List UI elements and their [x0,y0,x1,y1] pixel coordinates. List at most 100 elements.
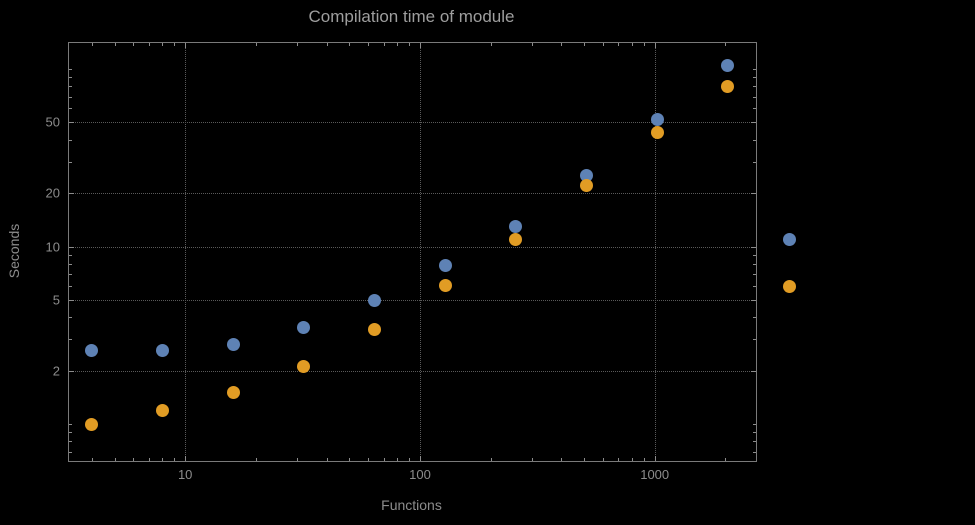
tick-mark [69,339,72,341]
tick-mark [753,108,756,110]
tick-mark [753,69,756,70]
data-point-series-2-orange [509,232,523,246]
tick-mark [69,451,72,453]
tick-mark [753,254,756,256]
data-point-series-2-orange [226,386,240,400]
tick-mark [753,432,756,434]
data-point-series-2-orange [155,403,169,417]
data-point-series-1-blue [297,321,311,334]
data-points [69,43,756,461]
tick-mark [174,458,176,461]
tick-mark [751,370,756,372]
tick-mark [367,43,369,46]
tick-mark [133,458,135,461]
tick-mark [654,43,656,48]
gridline-x-1000 [654,43,656,461]
data-point-series-1-blue [580,169,593,183]
tick-mark [602,43,604,46]
gridline-y-10 [69,246,756,248]
tick-mark [162,458,164,461]
tick-mark [349,43,351,46]
data-point-series-1-blue [155,343,169,357]
tick-mark [644,458,645,461]
tick-mark [618,43,620,46]
tick-mark [69,108,72,110]
x-tick-label: 100 [409,467,431,482]
y-tick-label: 50 [45,114,60,130]
tick-mark [532,458,533,461]
tick-mark [490,458,492,461]
x-gridlines [69,43,756,461]
legend-marker-series-2 [783,280,796,293]
tick-mark [751,300,756,301]
data-point-series-2-orange [438,279,452,293]
y-tick-label: 20 [45,185,60,201]
data-point-series-2-orange [367,323,381,337]
tick-mark [297,43,299,46]
y-tick-labels: 2 5 10 20 50 [46,43,756,461]
tick-mark [69,441,72,443]
x-tick-label: 1000 [640,467,670,482]
chart-title: Compilation time of module [308,7,515,26]
tick-mark [753,451,756,453]
y-tick-label: 5 [52,292,60,308]
tick-mark [584,458,586,461]
tick-mark [420,456,421,461]
x-tick-label: 10 [177,467,193,482]
tick-mark [69,263,72,265]
y-tick-label: 2 [52,363,60,379]
tick-mark [69,161,72,163]
data-point-series-2-orange [85,417,99,431]
data-point-series-1-blue [85,343,99,357]
tick-mark [114,43,116,46]
tick-mark [69,77,72,79]
tick-mark [532,43,533,46]
data-point-series-1-blue [509,219,523,233]
tick-mark [753,263,756,265]
tick-mark [753,86,756,88]
gridline-y-50 [69,122,756,124]
plot-area: 10 100 1000 2 5 10 20 50 [46,42,757,482]
x-axis-label: Functions [381,497,442,513]
y-tick-label: 10 [45,239,60,254]
data-point-series-1-blue [721,58,735,72]
tick-mark [725,43,727,46]
tick-mark [409,458,411,461]
tick-mark [69,246,74,248]
tick-mark [69,274,72,275]
gridline-y-5 [69,300,756,301]
tick-mark [69,86,72,88]
tick-mark [753,285,756,287]
tick-mark [69,370,74,372]
tick-mark [420,43,421,48]
legend-marker-series-1 [783,233,796,246]
data-point-series-1-blue [438,259,452,273]
data-point-series-2-orange [721,79,735,93]
tick-mark [69,432,72,434]
tick-mark [185,43,187,48]
tick-mark [602,458,604,461]
tick-mark [644,43,645,46]
data-point-series-1-blue [226,338,240,352]
tick-mark [753,161,756,163]
gridline-y-20 [69,193,756,195]
tick-mark [69,317,72,319]
tick-mark [69,193,74,195]
tick-mark [255,43,257,46]
tick-mark [326,458,328,461]
tick-mark [632,458,633,461]
tick-mark [91,458,93,461]
tick-mark [69,69,72,70]
x-tick-labels: 10 100 1000 [69,43,756,482]
gridline-y-2 [69,370,756,372]
tick-mark [69,424,72,426]
tick-mark [584,43,586,46]
tick-mark [490,43,492,46]
tick-mark [753,96,756,98]
tick-mark [69,122,74,124]
y-gridlines [69,43,756,461]
tick-mark [162,43,164,46]
gridline-x-10 [185,43,187,461]
data-point-series-1-blue [650,112,664,126]
